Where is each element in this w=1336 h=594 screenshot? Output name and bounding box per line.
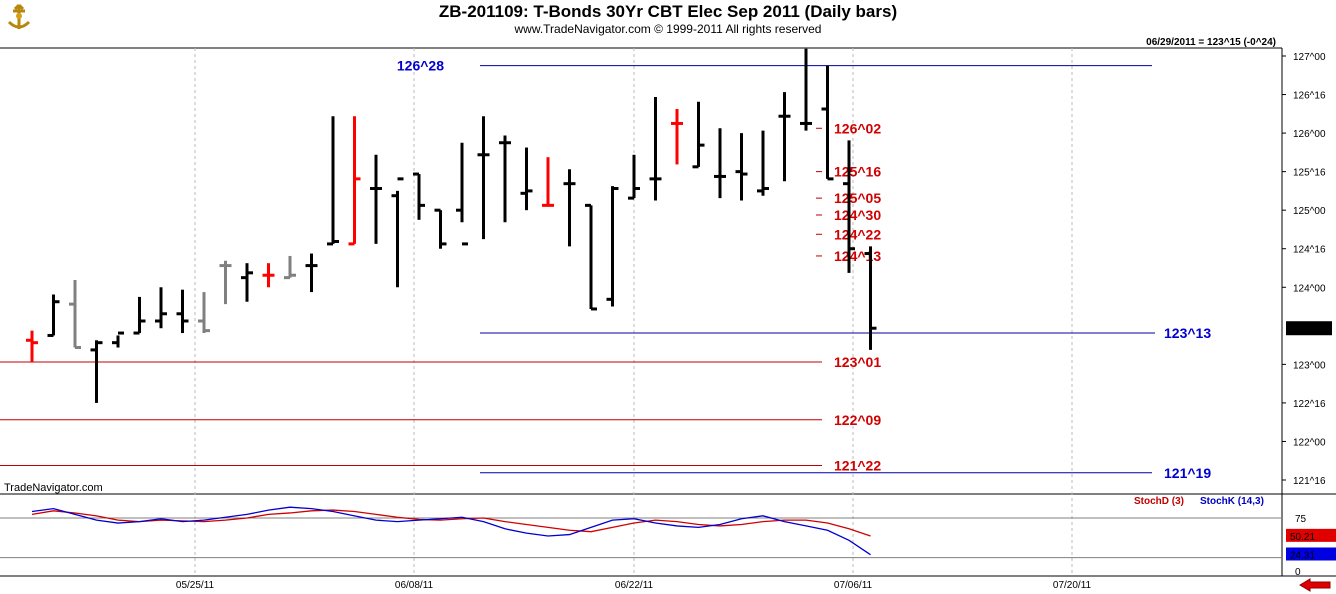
ohlc-bar xyxy=(434,208,447,249)
ohlc-bar xyxy=(155,287,167,329)
ohlc-bar xyxy=(112,331,124,348)
level-label: 125^16 xyxy=(834,164,881,180)
ohlc-bar xyxy=(391,177,404,288)
date-tick-label: 07/20/11 xyxy=(1053,580,1092,591)
level-label: 121^22 xyxy=(834,458,881,474)
level-label: 121^19 xyxy=(1164,465,1211,481)
stochd-value-tag xyxy=(1286,528,1336,542)
level-label: 123^01 xyxy=(834,354,881,370)
ohlc-bar xyxy=(262,263,275,288)
ohlc-bar xyxy=(133,296,146,335)
ohlc-bar xyxy=(176,289,189,334)
ohlc-bar xyxy=(327,116,339,246)
price-tick-label: 127^00 xyxy=(1293,52,1326,63)
stoch-level-75: 75 xyxy=(1295,514,1307,525)
stoch-level-0: 0 xyxy=(1295,567,1301,578)
stochastic-panel: 75 0 50.21 24.31 xyxy=(0,506,1336,578)
date-axis: 05/25/11 06/08/11 06/22/11 07/06/11 07/20/11 xyxy=(176,580,1092,591)
ohlc-bar xyxy=(26,330,38,362)
ohlc-bar xyxy=(714,128,726,199)
ohlc-bar xyxy=(69,280,81,349)
ohlc-bar xyxy=(241,263,253,302)
stochd-value: 50.21 xyxy=(1290,532,1315,543)
price-tick-label: 124^00 xyxy=(1293,283,1326,294)
stochk-line xyxy=(31,506,871,556)
price-tick-label: 121^16 xyxy=(1293,476,1326,487)
ohlc-bar xyxy=(821,65,834,181)
level-label: 126^02 xyxy=(834,120,881,136)
grid-lines xyxy=(0,47,1336,577)
ohlc-bar xyxy=(499,135,511,223)
stochk-label: StochK (14,3) xyxy=(1200,496,1264,507)
ohlc-bar xyxy=(370,154,382,244)
last-price-tag xyxy=(1286,321,1332,336)
ohlc-bar xyxy=(778,92,791,182)
level-label: 124^30 xyxy=(834,207,881,223)
ohlc-bar xyxy=(305,253,318,293)
ohlc-bar xyxy=(413,172,425,220)
date-tick-label: 05/25/11 xyxy=(176,580,215,591)
ohlc-bar xyxy=(606,186,619,307)
source-label: TradeNavigator.com xyxy=(4,482,103,494)
ohlc-bar xyxy=(585,203,597,311)
ohlc-bar xyxy=(671,109,683,165)
ohlc-bar xyxy=(757,130,769,196)
stochk-value-tag xyxy=(1286,547,1336,561)
back-arrow-icon[interactable] xyxy=(1298,578,1332,592)
date-tick-label: 06/22/11 xyxy=(615,580,654,591)
ohlc-bar xyxy=(735,133,748,201)
ohlc-bar xyxy=(198,292,210,334)
ship-wheel-icon xyxy=(3,2,35,34)
ohlc-bar xyxy=(692,101,705,169)
last-quote: 06/29/2011 = 123^15 (-0^24) xyxy=(1146,37,1276,48)
price-axis: 121^16 122^00 122^16 123^00 124^00 124^16 125^… xyxy=(1282,52,1332,487)
chart-subtitle: www.TradeNavigator.com © 1999-2011 All r… xyxy=(514,22,822,36)
date-tick-label: 06/08/11 xyxy=(395,580,434,591)
price-tick-label: 122^16 xyxy=(1293,399,1326,410)
level-label: 123^13 xyxy=(1164,325,1211,341)
ohlc-bar xyxy=(47,294,60,337)
ohlc-bar xyxy=(864,246,877,350)
ohlc-bar xyxy=(542,157,554,207)
ohlc-bar xyxy=(628,154,640,200)
level-label: 126^28 xyxy=(397,58,444,74)
level-label: 124^22 xyxy=(834,226,881,242)
chart-title: ZB-201109: T-Bonds 30Yr CBT Elec Sep 201… xyxy=(438,2,898,21)
ohlc-bar xyxy=(520,147,533,211)
ohlc-bar xyxy=(456,142,468,246)
ohlc-bar xyxy=(563,169,576,247)
price-tick-label: 123^00 xyxy=(1293,360,1326,371)
ohlc-bar xyxy=(219,260,232,305)
stochd-line xyxy=(31,509,871,537)
level-label: 122^09 xyxy=(834,412,881,428)
price-tick-label: 126^16 xyxy=(1293,91,1326,102)
stochk-value: 24.31 xyxy=(1290,550,1315,561)
date-tick-label: 07/06/11 xyxy=(834,580,873,591)
last-price-label: 123^15 xyxy=(1289,324,1322,335)
level-label: 124^13 xyxy=(834,248,881,264)
ohlc-bar xyxy=(843,140,855,273)
price-bars xyxy=(26,48,877,403)
ohlc-bar xyxy=(649,96,662,201)
price-tick-label: 122^00 xyxy=(1293,437,1326,448)
ohlc-bar xyxy=(90,340,103,403)
price-tick-label: 124^16 xyxy=(1293,245,1326,256)
ohlc-bar xyxy=(348,116,361,246)
price-tick-label: 125^00 xyxy=(1293,206,1326,217)
level-label: 125^05 xyxy=(834,190,881,206)
ohlc-bar xyxy=(284,255,296,280)
stochd-label: StochD (3) xyxy=(1134,496,1184,507)
ohlc-bar xyxy=(800,48,812,131)
ohlc-bar xyxy=(477,116,490,240)
price-tick-label: 126^00 xyxy=(1293,129,1326,140)
price-tick-label: 125^16 xyxy=(1293,168,1326,179)
